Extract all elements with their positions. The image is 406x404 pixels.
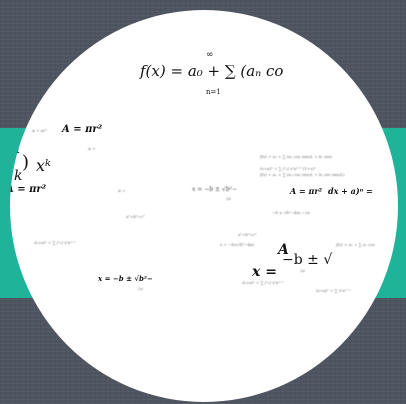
faded-formula: (x+a)ⁿ = ∑ xᵏaⁿ⁻ᵏ — [316, 288, 351, 293]
binomial-paren: ( — [10, 152, 11, 173]
binomial-k: k — [14, 168, 23, 184]
quadratic-formula-bottom: x = −b ± √b²− — [98, 274, 153, 283]
faded-formula: A = — [88, 146, 96, 151]
fourier-series-formula: f(x) = a₀ + ∑ (aₙ co — [140, 62, 284, 80]
binomial-paren: ) — [22, 152, 30, 173]
circle-area-formula: A = πr² — [62, 124, 103, 135]
fourier-series-faded: f(x) = aₙ + ∑ aₙ cos — [336, 242, 375, 247]
faded-formula: a²+b²=c² — [126, 214, 145, 219]
binomial-n: n — [10, 138, 21, 157]
quadratic-denominator: 2a — [138, 286, 143, 291]
math-formula-disc: ∞ f(x) = a₀ + ∑ (aₙ co n=1 A = πr² A = π… — [10, 10, 398, 402]
binomial-series-faded: (x+a)ⁿ = ∑ (ⁿₖ) xᵏaⁿ⁻ᵏ — [34, 240, 76, 245]
quadratic-pm: −b ± √ — [282, 252, 333, 268]
sum-upper-limit: ∞ — [206, 50, 214, 60]
faded-formula: (x+a)ⁿ = ∑ (ⁿₖ) xᵏaⁿ⁻ᵏ (1+x)ⁿ — [260, 166, 316, 171]
sum-lower-limit: n=1 — [206, 88, 221, 96]
faded-formula: A = πr² — [32, 128, 47, 133]
quadratic-denominator: 2a — [300, 268, 305, 273]
area-formula-right: A = πr² — [290, 186, 323, 196]
binomial-term: xᵏ — [36, 156, 51, 175]
circle-area-formula-2: A = πr² — [10, 184, 47, 195]
quadratic-formula-small: x = −b ± √b²− — [192, 186, 238, 193]
faded-formula: f(x) = a₀ + ∑ (aₙ cos nπx/L + bₙ sin) — [260, 154, 332, 159]
binomial-expansion-right: dx + a)ⁿ = — [328, 186, 373, 196]
quadratic-x: x = — [252, 264, 277, 280]
faded-formula: A = — [118, 188, 126, 193]
binomial-series-faded-2: (x+a)ⁿ = ∑ (ⁿₖ) xᵏaⁿ⁻ᵏ — [242, 280, 284, 285]
faded-formula: a²+b²=c² — [238, 232, 257, 237]
quadratic-A: A — [278, 242, 289, 258]
faded-formula: f(x) = aₙ + ∑ (aₙ cos nπx/L + bₙ sin nπx… — [260, 172, 345, 177]
quadratic-denominator: 2a — [226, 196, 231, 201]
faded-formula: x = −b±√b²−4ac — [220, 242, 255, 247]
faded-formula: −b ± √b²−4ac / 2a — [272, 210, 310, 215]
